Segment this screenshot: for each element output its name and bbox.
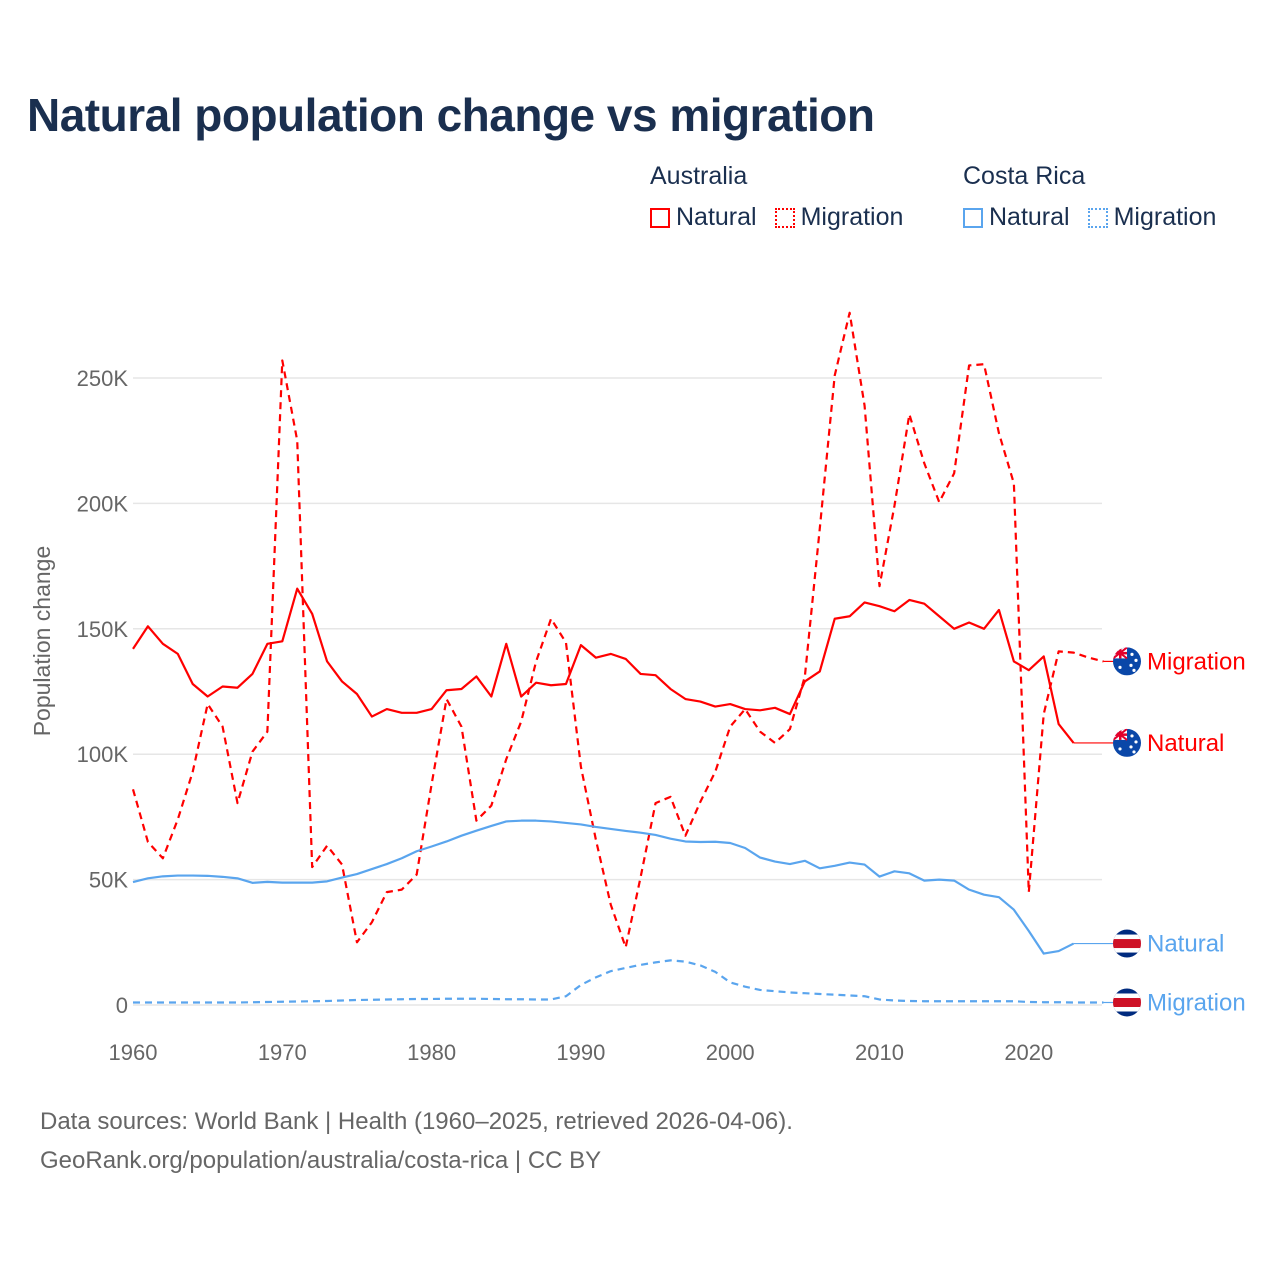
x-tick-label: 2010 — [855, 1040, 904, 1065]
footer-link[interactable]: GeoRank.org/population/australia/costa-r… — [40, 1147, 602, 1174]
australia-flag-icon — [1113, 647, 1141, 676]
end-label-costa-rica-migration: Migration — [1147, 989, 1246, 1016]
series-line-costa-rica-natural — [132, 819, 1075, 955]
dotted-line-swatch-icon — [1087, 207, 1108, 228]
legend-item-costa-rica-migration[interactable]: Migration — [1087, 203, 1217, 232]
series-line-australia-migration — [131, 311, 1104, 949]
costa-rica-flag-icon — [1113, 988, 1141, 1017]
y-tick-label: 100K — [77, 742, 129, 767]
end-label-australia-natural: Natural — [1147, 730, 1224, 757]
dotted-line-swatch-icon — [774, 207, 795, 228]
australia-flag-icon — [1113, 728, 1141, 757]
y-tick-label: 50K — [89, 868, 128, 893]
legend-group-costa-rica: Costa Rica Natural Migration — [963, 162, 1216, 232]
x-tick-label: 1960 — [109, 1040, 158, 1065]
legend-item-australia-natural[interactable]: Natural — [650, 203, 757, 232]
x-tick-label: 2020 — [1004, 1040, 1053, 1065]
x-tick-label: 2000 — [706, 1040, 755, 1065]
y-axis-label: Population change — [29, 546, 55, 737]
costa-rica-flag-icon — [1113, 929, 1141, 958]
solid-line-swatch-icon — [650, 207, 670, 228]
legend-label: Natural — [989, 203, 1070, 231]
solid-line-swatch-icon — [963, 207, 983, 228]
legend-country-costa-rica: Costa Rica — [963, 162, 1086, 190]
series-line-australia-natural — [132, 587, 1075, 744]
chart-title: Natural population change vs migration — [27, 89, 875, 141]
series-line-costa-rica-migration — [133, 959, 1104, 1004]
end-label-australia-migration: Migration — [1147, 648, 1246, 675]
legend-item-australia-migration[interactable]: Migration — [774, 203, 904, 232]
x-tick-label: 1970 — [258, 1040, 307, 1065]
footer-sources: Data sources: World Bank | Health (1960–… — [40, 1108, 793, 1135]
y-tick-label: 250K — [77, 366, 129, 391]
legend-item-costa-rica-natural[interactable]: Natural — [963, 203, 1070, 232]
legend-label: Migration — [1113, 203, 1217, 231]
x-tick-label: 1980 — [407, 1040, 456, 1065]
y-tick-label: 150K — [77, 617, 129, 642]
x-tick-label: 1990 — [556, 1040, 605, 1065]
legend-label: Natural — [676, 203, 757, 231]
end-label-costa-rica-natural: Natural — [1147, 931, 1224, 958]
y-tick-label: 0 — [116, 993, 128, 1018]
y-tick-label: 200K — [77, 491, 129, 516]
legend-country-australia: Australia — [650, 162, 748, 190]
legend-group-australia: Australia Natural Migration — [650, 162, 903, 232]
legend-label: Migration — [800, 203, 904, 231]
